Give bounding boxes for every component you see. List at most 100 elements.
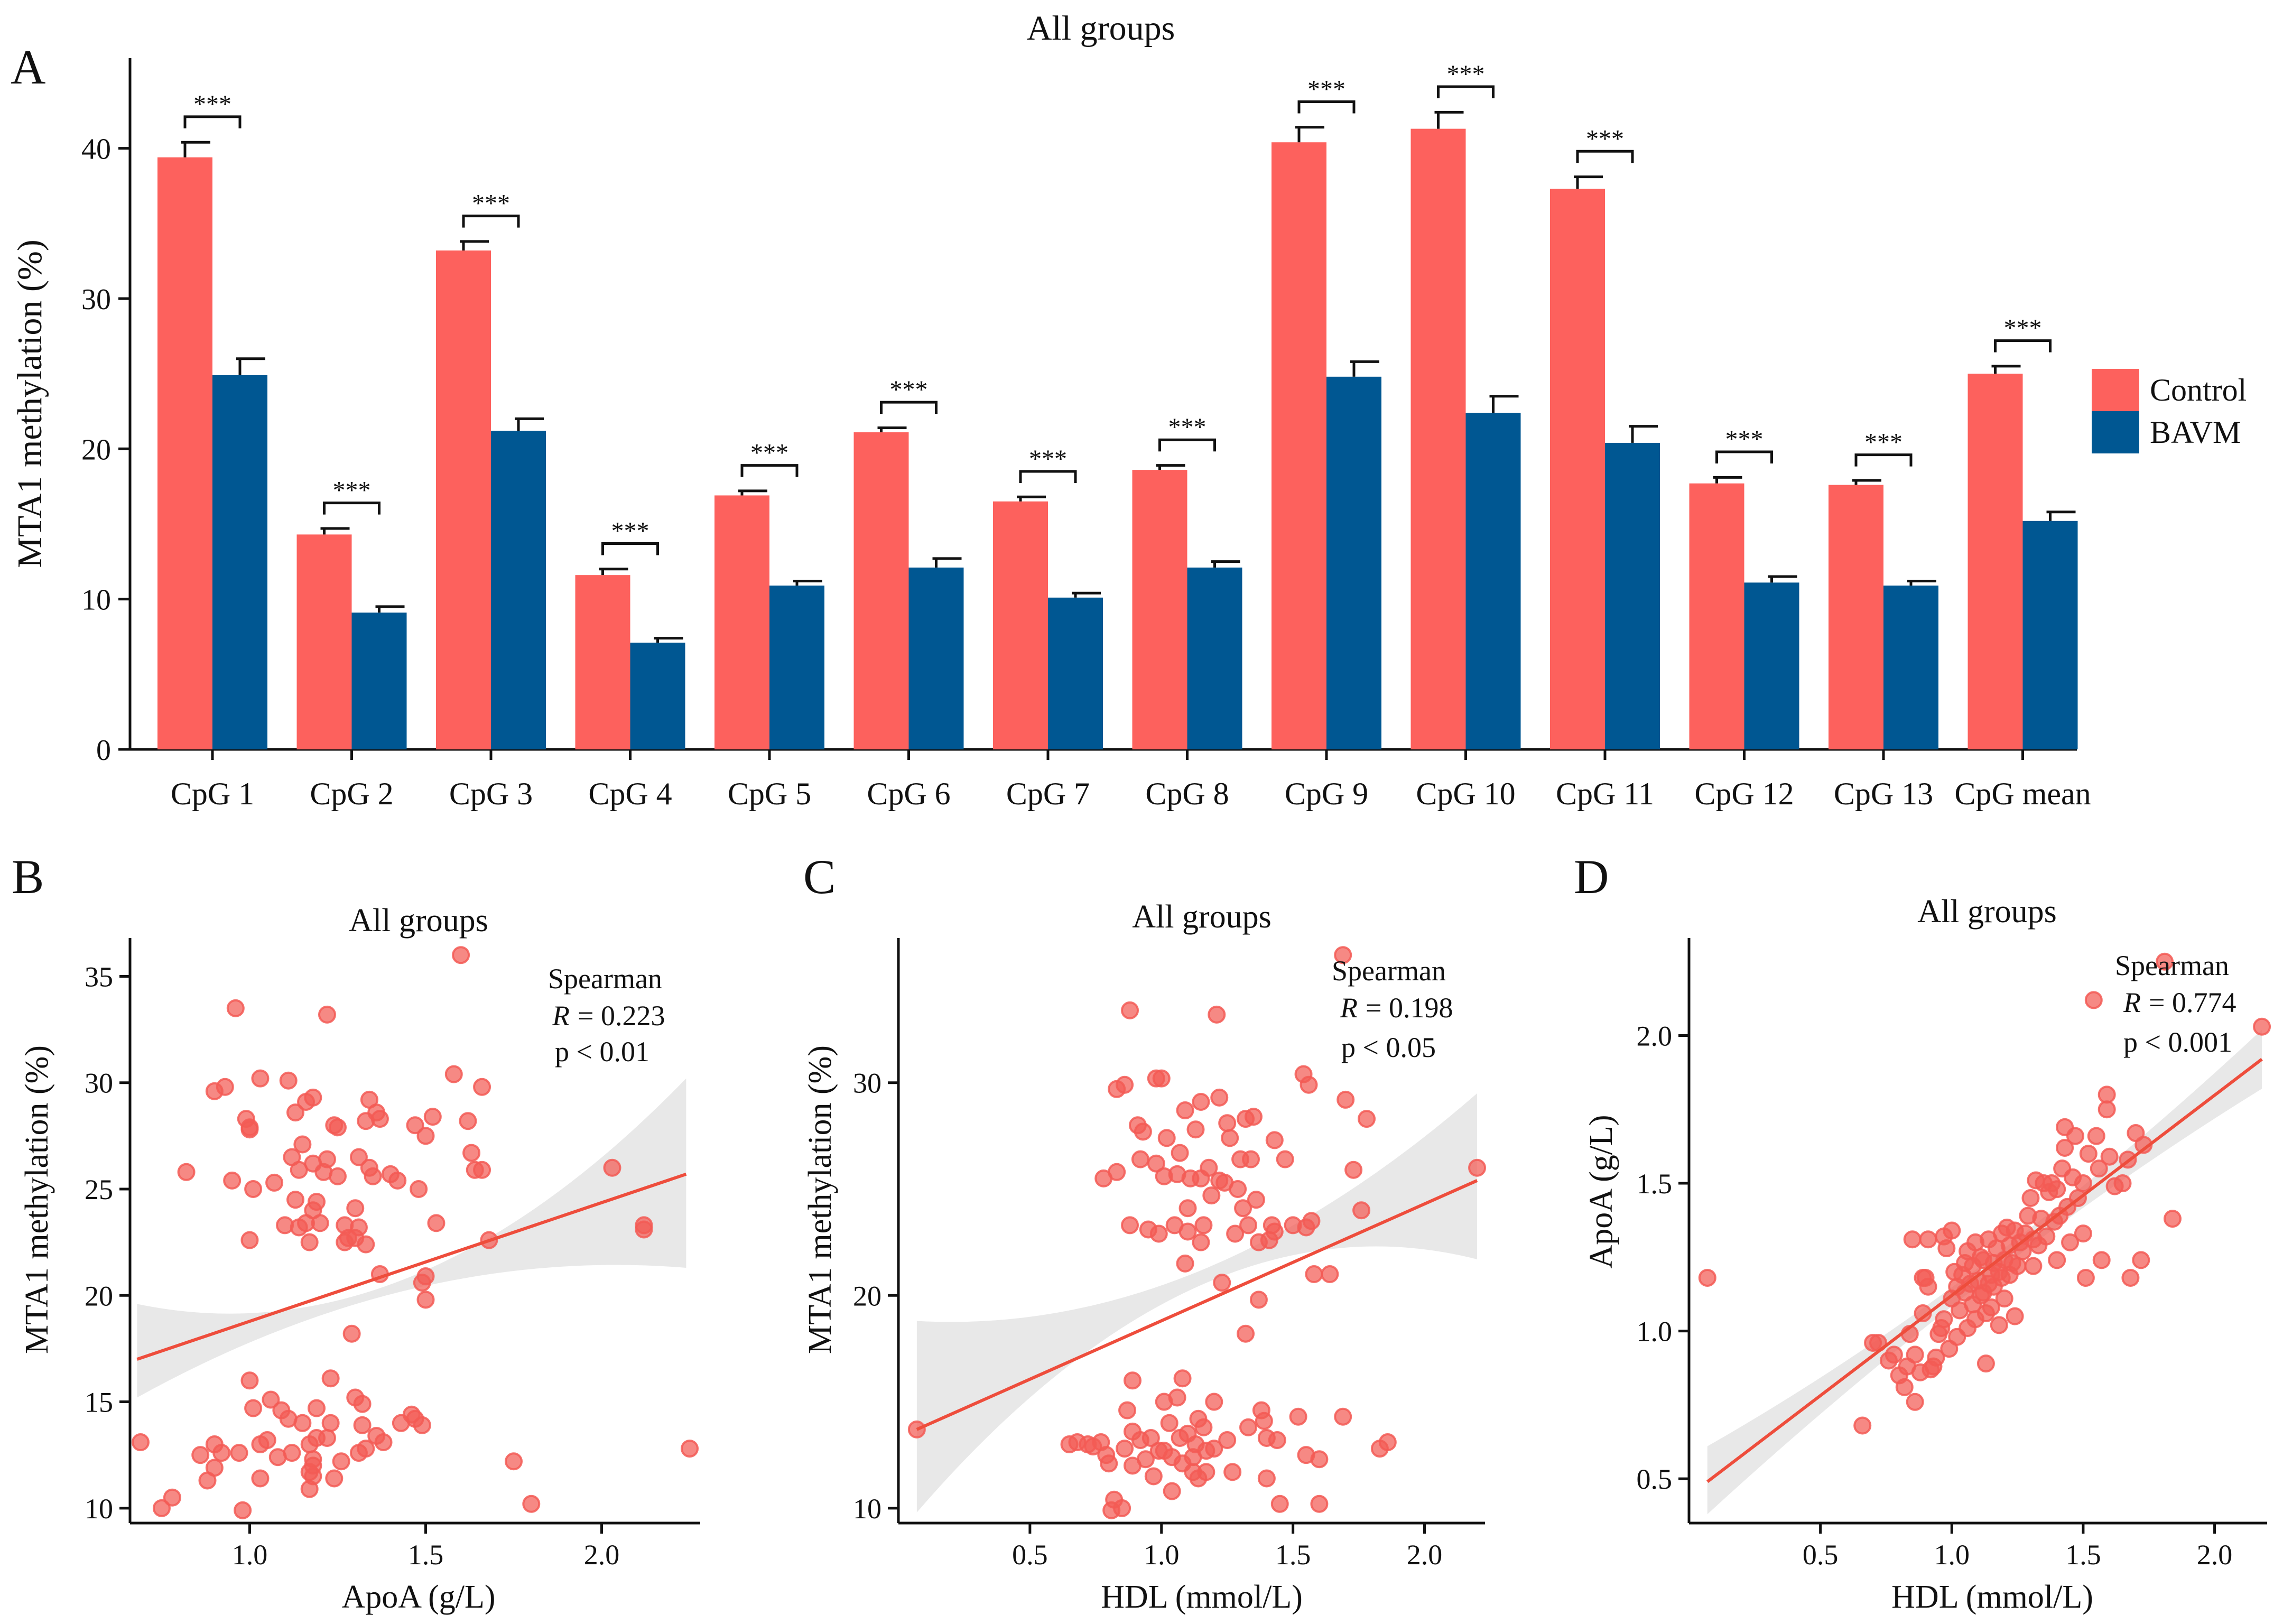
panel-b-y-label: MTA1 methylation (%) (19, 1045, 55, 1354)
data-point (1210, 1088, 1229, 1107)
panel-c-method: Spearman (1332, 955, 1446, 987)
data-point (1194, 1216, 1213, 1235)
data-point (262, 1390, 280, 1409)
panel-c-plot: 10 20 30 0.5 1.0 1.5 2.0 (853, 938, 1487, 1571)
data-point (1178, 1199, 1197, 1218)
y-tick-label: 25 (85, 1174, 113, 1205)
data-point (346, 1199, 365, 1218)
data-point (522, 1495, 541, 1513)
significance-stars: *** (1864, 429, 1902, 457)
data-point (2021, 1189, 2040, 1207)
panel-c-p-value: p < 0.05 (1341, 1032, 1436, 1063)
data-point (2061, 1233, 2080, 1251)
data-point (2163, 1210, 2182, 1228)
data-point (293, 1414, 312, 1432)
y-tick-label: 40 (81, 133, 111, 166)
data-point (1906, 1345, 1924, 1364)
data-point (293, 1135, 312, 1154)
data-point (332, 1452, 350, 1471)
bar-control (296, 534, 352, 749)
data-point (1344, 1161, 1363, 1179)
y-tick-label: 0.5 (1637, 1463, 1673, 1495)
data-point (2008, 1257, 2027, 1275)
panel-d-letter: D (1574, 850, 1609, 904)
data-point (1113, 1499, 1131, 1517)
significance-stars: *** (1029, 445, 1067, 473)
bar-control (1550, 189, 1605, 750)
data-point (304, 1088, 322, 1107)
data-point (1237, 1324, 1255, 1343)
y-tick-label: 30 (85, 1068, 113, 1099)
data-point (1337, 1090, 1355, 1109)
data-point (1265, 1131, 1284, 1149)
data-point (1935, 1310, 1953, 1329)
panel-d-title: All groups (1917, 894, 2057, 930)
data-point (370, 1110, 389, 1128)
data-point (226, 999, 245, 1017)
data-point (152, 1499, 171, 1517)
data-point (1334, 946, 1352, 964)
significance-bracket (1715, 450, 1773, 463)
data-point (473, 1161, 491, 1179)
category-label: CpG 12 (1694, 776, 1794, 811)
data-point (2079, 1145, 2098, 1163)
panel-a-significance: *** *** *** *** *** *** *** *** *** *** *** *** *** *… (183, 60, 2052, 555)
data-point (1163, 1482, 1181, 1500)
data-point (1118, 1401, 1137, 1419)
x-tick-label: 2.0 (2197, 1539, 2233, 1571)
panel-b-method: Spearman (548, 963, 662, 995)
category-label: CpG mean (1954, 776, 2091, 811)
category-label: CpG 9 (1285, 776, 1368, 811)
data-point (459, 1112, 477, 1130)
panel-c-r-value: = 0.198 (1366, 992, 1453, 1024)
data-point (2090, 1159, 2108, 1178)
data-point (2100, 1147, 2119, 1166)
bar-control (1272, 142, 1326, 750)
x-tick-label: 0.5 (1803, 1539, 1839, 1571)
bar-control (1689, 483, 1744, 749)
data-point (413, 1416, 431, 1434)
category-label: CpG 7 (1006, 776, 1090, 811)
y-tick-label: 10 (81, 584, 111, 617)
panel-b-p-value: p < 0.01 (555, 1036, 649, 1068)
bar-control (575, 575, 630, 749)
data-point (2037, 1227, 2056, 1246)
data-point (1192, 1233, 1210, 1251)
data-point (1244, 1108, 1263, 1126)
y-tick-label: 30 (81, 283, 111, 316)
data-point (603, 1158, 621, 1177)
data-point (1200, 1158, 1218, 1177)
panel-b-x-label: ApoA (g/L) (341, 1579, 495, 1615)
panel-a-legend: Control BAVM (2092, 369, 2247, 453)
panel-b-plot: 10 15 20 25 30 35 1.0 1.5 2.0 (85, 938, 700, 1571)
data-point (1221, 1129, 1239, 1147)
data-point (244, 1180, 263, 1199)
data-point (163, 1488, 181, 1507)
data-point (1208, 1005, 1226, 1024)
data-point (1698, 1268, 1716, 1287)
significance-stars: *** (472, 190, 510, 218)
significance-bracket (1576, 150, 1634, 163)
data-point (1903, 1230, 1922, 1249)
bar-control (993, 501, 1048, 749)
data-point (1305, 1265, 1323, 1284)
panel-b-title: All groups (349, 903, 488, 939)
data-point (1302, 1212, 1321, 1230)
data-point (223, 1171, 242, 1190)
panel-d-r-value: = 0.774 (2149, 987, 2236, 1018)
data-point (1121, 1216, 1139, 1235)
data-point (1352, 1201, 1371, 1220)
data-point (423, 1108, 442, 1126)
data-point (212, 1444, 231, 1462)
data-point (304, 1450, 322, 1469)
category-label: CpG 4 (588, 776, 672, 811)
data-point (1202, 1186, 1221, 1205)
data-point (1906, 1393, 1924, 1411)
x-tick-label: 2.0 (1407, 1539, 1443, 1571)
data-point (279, 1071, 298, 1090)
significance-bracket (1994, 339, 2052, 352)
data-point (2087, 1127, 2105, 1145)
bar-control (853, 432, 909, 749)
significance-stars: *** (2004, 314, 2042, 342)
